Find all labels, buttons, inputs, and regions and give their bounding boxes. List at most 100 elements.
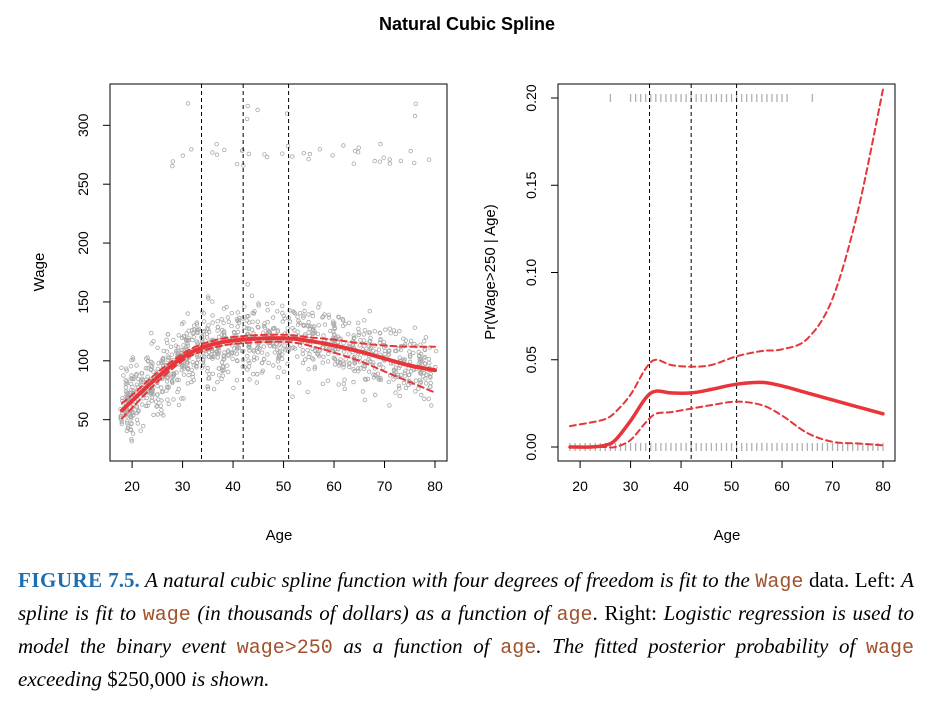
scatter-point — [190, 360, 195, 365]
scatter-point — [259, 370, 265, 375]
scatter-point — [176, 402, 182, 408]
scatter-point — [185, 360, 191, 365]
scatter-point — [287, 308, 292, 313]
scatter-point — [407, 354, 413, 360]
scatter-point — [332, 362, 338, 367]
x-tick-label: 80 — [427, 478, 443, 494]
scatter-point — [210, 150, 215, 155]
scatter-point — [333, 357, 338, 362]
scatter-point — [365, 376, 371, 382]
scatter-point — [351, 379, 356, 385]
scatter-point — [130, 413, 136, 418]
scatter-point — [347, 364, 352, 370]
scatter-point — [134, 417, 140, 422]
scatter-point — [295, 329, 300, 334]
scatter-point — [246, 151, 251, 157]
scatter-point — [259, 360, 265, 366]
scatter-point — [423, 361, 428, 367]
scatter-point — [416, 386, 421, 391]
scatter-point — [240, 316, 245, 321]
scatter-point — [251, 357, 257, 363]
scatter-point — [266, 360, 271, 366]
scatter-point — [275, 359, 281, 364]
scatter-point — [310, 356, 315, 361]
scatter-point — [356, 326, 361, 332]
scatter-point — [308, 324, 313, 329]
caption-code-age-2: age — [500, 637, 537, 660]
scatter-point — [204, 335, 210, 340]
scatter-point — [342, 386, 347, 392]
scatter-point — [427, 360, 432, 366]
scatter-point — [325, 359, 331, 364]
scatter-point — [251, 349, 256, 354]
scatter-point — [158, 385, 164, 390]
scatter-point — [427, 374, 433, 379]
scatter-point — [331, 349, 337, 355]
left-plot-frame — [109, 83, 448, 462]
scatter-point — [301, 150, 306, 156]
right-x-axis-label: Age — [714, 527, 741, 544]
scatter-point — [205, 365, 210, 371]
scatter-point — [256, 301, 261, 306]
scatter-point — [155, 383, 160, 389]
scatter-point — [317, 147, 323, 152]
scatter-point — [118, 414, 123, 419]
caption-text-6: Logistic regression is used to model the… — [18, 601, 914, 658]
scatter-point — [396, 365, 401, 371]
scatter-point — [146, 400, 151, 405]
scatter-point — [397, 393, 402, 399]
scatter-point — [332, 332, 337, 337]
scatter-point — [265, 154, 270, 160]
scatter-point — [265, 319, 270, 325]
caption-amount: $250,000 — [107, 667, 186, 691]
scatter-point — [341, 318, 346, 323]
scatter-point — [128, 364, 134, 369]
scatter-point — [170, 380, 175, 385]
scatter-point — [222, 356, 227, 361]
scatter-point — [216, 366, 221, 371]
y-tick-label: 300 — [75, 113, 91, 137]
scatter-point — [265, 308, 270, 313]
scatter-point — [215, 319, 220, 324]
scatter-point — [368, 359, 373, 364]
scatter-point — [225, 348, 231, 353]
scatter-point — [247, 345, 252, 350]
scatter-point — [149, 391, 155, 396]
scatter-point — [429, 403, 434, 408]
right-panel: 20 30 40 50 60 70 80 0.000.050.100.150.20 Age … — [482, 83, 896, 544]
scatter-point — [393, 331, 398, 337]
scatter-point — [422, 396, 427, 402]
scatter-point — [310, 324, 315, 330]
scatter-point — [311, 357, 316, 362]
confidence-band-line — [569, 88, 884, 428]
scatter-point — [256, 303, 261, 308]
scatter-point — [418, 351, 424, 357]
scatter-point — [153, 399, 159, 404]
scatter-point — [337, 363, 342, 368]
scatter-point — [388, 331, 393, 336]
scatter-point — [221, 367, 227, 373]
scatter-point — [190, 371, 196, 377]
scatter-point — [210, 371, 215, 376]
scatter-point — [183, 338, 189, 343]
scatter-point — [386, 352, 391, 358]
scatter-point — [216, 373, 222, 378]
scatter-point — [352, 368, 357, 374]
scatter-point — [255, 345, 260, 351]
scatter-point — [275, 328, 280, 333]
scatter-point — [306, 312, 311, 317]
scatter-point — [159, 408, 164, 413]
scatter-point — [244, 116, 250, 122]
caption-text-2: data. Left: — [803, 568, 902, 592]
right-y-ticks: 0.00 0.05 0.10 0.15 0.20 — [523, 84, 558, 461]
chart-title: Natural Cubic Spline — [379, 14, 555, 34]
scatter-point — [292, 346, 298, 351]
scatter-point — [143, 403, 148, 409]
scatter-point — [179, 347, 185, 353]
caption-text-10: is shown. — [185, 667, 270, 691]
scatter-point — [422, 354, 428, 360]
confidence-band-line — [569, 400, 884, 449]
scatter-point — [424, 372, 429, 377]
scatter-point — [377, 159, 383, 164]
scatter-point — [221, 320, 226, 326]
